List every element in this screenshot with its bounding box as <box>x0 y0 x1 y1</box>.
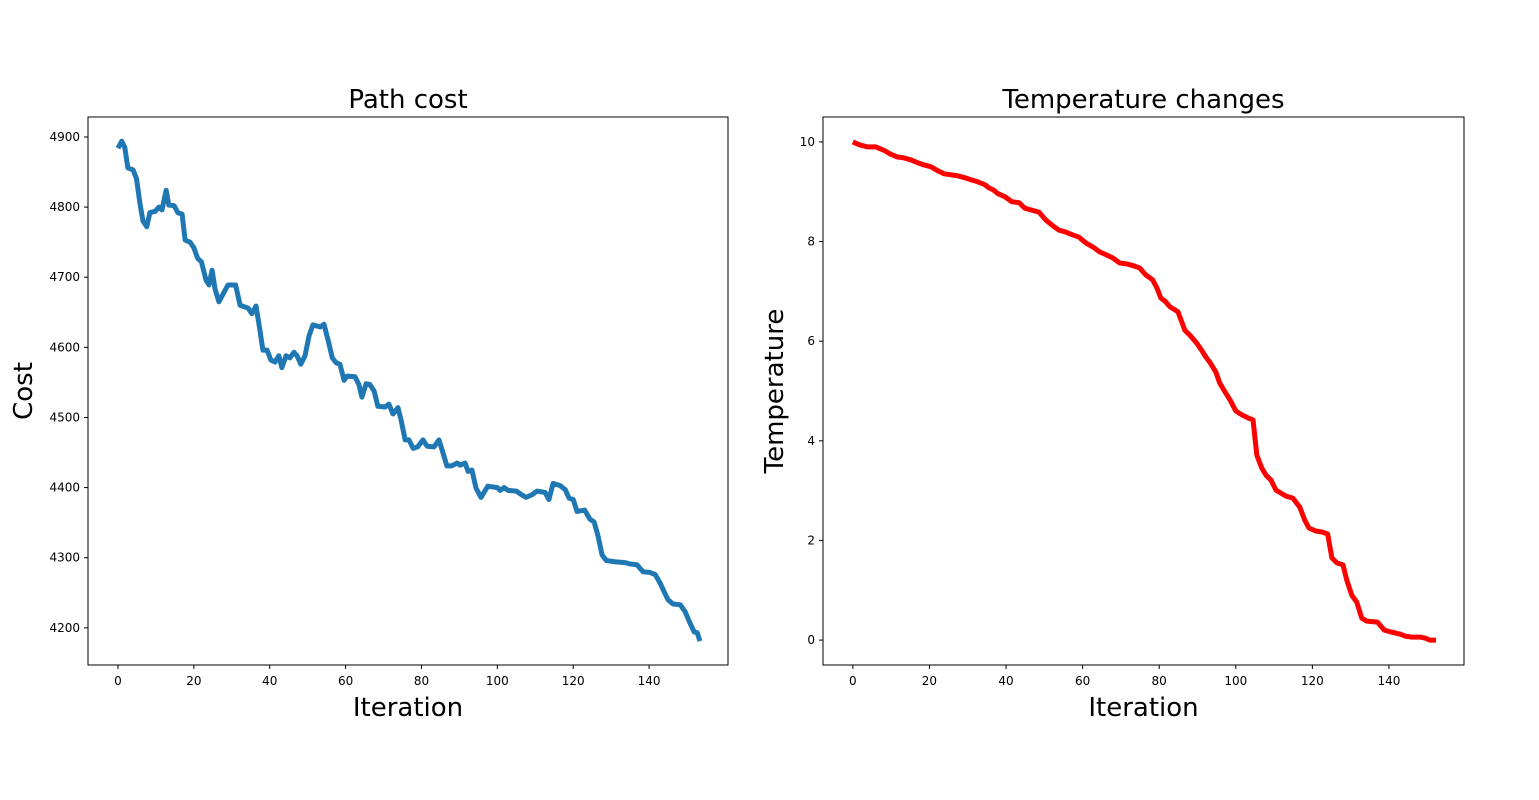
y-tick-label: 6 <box>807 334 815 348</box>
x-axis-label: Iteration <box>1088 693 1198 723</box>
x-tick-label: 100 <box>1224 674 1247 688</box>
y-tick-label: 2 <box>807 533 815 547</box>
data-line <box>851 139 1437 643</box>
x-axis-label: Iteration <box>353 693 463 723</box>
data-line <box>115 138 703 642</box>
y-tick-label: 4900 <box>49 130 80 144</box>
x-tick-label: 60 <box>338 674 353 688</box>
x-tick-label: 140 <box>638 674 661 688</box>
x-tick-label: 40 <box>998 674 1013 688</box>
x-tick-label: 0 <box>114 674 122 688</box>
x-tick-label: 0 <box>849 674 857 688</box>
x-tick-label: 140 <box>1377 674 1400 688</box>
x-tick-label: 120 <box>1301 674 1324 688</box>
y-tick-label: 4 <box>807 434 815 448</box>
x-tick-label: 20 <box>186 674 201 688</box>
y-tick-label: 4500 <box>49 410 80 424</box>
axes-frame <box>87 116 729 666</box>
x-tick-label: 80 <box>1152 674 1167 688</box>
x-tick-label: 40 <box>262 674 277 688</box>
x-tick-label: 60 <box>1075 674 1090 688</box>
y-tick-label: 4700 <box>49 270 80 284</box>
y-tick-label: 4200 <box>49 621 80 635</box>
x-tick-label: 100 <box>486 674 509 688</box>
y-tick-label: 4600 <box>49 340 80 354</box>
x-tick-label: 120 <box>562 674 585 688</box>
y-tick-label: 4800 <box>49 200 80 214</box>
y-axis-label: Cost <box>9 362 39 420</box>
y-tick-label: 10 <box>800 135 815 149</box>
x-tick-label: 80 <box>414 674 429 688</box>
y-axis-label: Temperature <box>760 309 790 475</box>
axes-frame <box>822 116 1465 666</box>
x-tick-label: 20 <box>922 674 937 688</box>
y-tick-label: 0 <box>807 633 815 647</box>
chart-title: Path cost <box>348 85 467 115</box>
y-tick-label: 4300 <box>49 551 80 565</box>
chart-title: Temperature changes <box>1001 85 1284 115</box>
y-tick-label: 8 <box>807 235 815 249</box>
y-tick-label: 4400 <box>49 481 80 495</box>
